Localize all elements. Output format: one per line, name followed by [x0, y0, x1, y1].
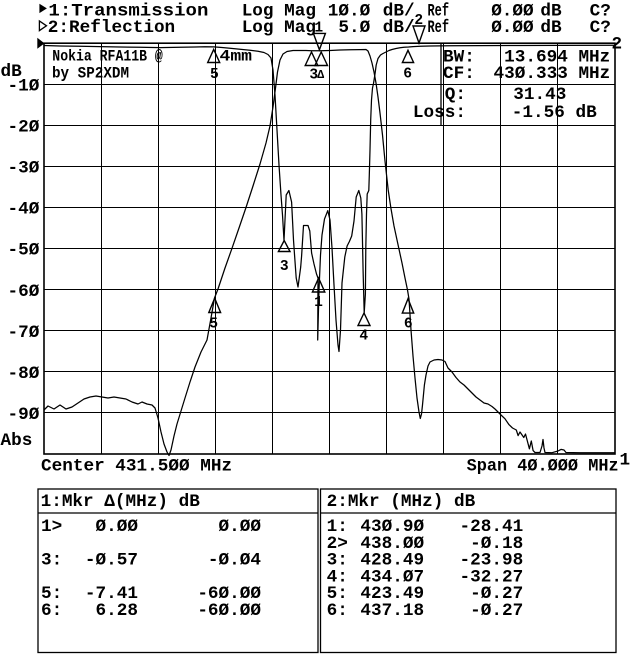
svg-text:Ø.ØØ: Ø.ØØ [491, 18, 534, 38]
svg-text:43Ø.9Ø: 43Ø.9Ø [360, 517, 424, 537]
svg-text:Span 4Ø.ØØØ MHz: Span 4Ø.ØØØ MHz [467, 456, 619, 476]
svg-text:-23.98: -23.98 [460, 551, 524, 571]
svg-text:dB: dB [1, 62, 23, 82]
svg-text:CF:: CF: [443, 64, 475, 84]
svg-text:3: 3 [280, 259, 289, 275]
svg-text:Ø.ØØ: Ø.ØØ [491, 2, 534, 22]
svg-text:dB: dB [540, 2, 562, 22]
svg-text:BW:: BW: [443, 48, 475, 68]
svg-text:-Ø.27: -Ø.27 [470, 584, 523, 604]
svg-text:Ref: Ref [428, 2, 450, 22]
svg-text:-Ø.57: -Ø.57 [85, 551, 138, 571]
svg-text:Center 431.5ØØ MHz: Center 431.5ØØ MHz [41, 456, 232, 476]
svg-text:13.694 MHz: 13.694 MHz [504, 48, 610, 68]
svg-text:1: 1 [314, 295, 323, 311]
svg-text:43Ø.333 MHz: 43Ø.333 MHz [494, 64, 611, 84]
svg-text:-7.41: -7.41 [85, 584, 138, 604]
svg-text:428.49: 428.49 [360, 551, 424, 571]
svg-text:Log Mag: Log Mag [242, 18, 316, 38]
svg-text:dB/: dB/ [383, 2, 415, 22]
svg-text:2: 2 [414, 13, 423, 29]
svg-text:Log Mag: Log Mag [242, 2, 316, 22]
svg-text:Ø.ØØ: Ø.ØØ [96, 517, 139, 537]
svg-text:dB/: dB/ [383, 18, 415, 38]
svg-text:C?: C? [590, 18, 611, 38]
svg-text:-28.41: -28.41 [460, 517, 524, 537]
svg-text:dB: dB [540, 18, 562, 38]
svg-text:Abs: Abs [1, 431, 33, 451]
svg-text:6.28: 6.28 [96, 601, 138, 621]
svg-text:Loss:: Loss: [413, 103, 466, 123]
svg-text:-9Ø: -9Ø [8, 405, 40, 425]
svg-text:434.Ø7: 434.Ø7 [360, 567, 424, 587]
svg-text:-32.27: -32.27 [460, 567, 524, 587]
svg-text:5:: 5: [41, 584, 62, 604]
svg-text:-1.56 dB: -1.56 dB [512, 103, 597, 123]
svg-text:1: 1 [620, 451, 631, 471]
svg-text:3: 3 [309, 67, 318, 83]
svg-text:-6Ø: -6Ø [8, 282, 40, 302]
svg-text:4:: 4: [327, 567, 348, 587]
svg-text:2:Reflection: 2:Reflection [48, 18, 175, 38]
svg-text:2: 2 [612, 35, 623, 55]
svg-text:2:Mkr (MHz) dB: 2:Mkr (MHz) dB [327, 492, 476, 512]
svg-text:6: 6 [403, 67, 412, 83]
svg-text:-Ø.18: -Ø.18 [470, 534, 523, 554]
svg-text:Δ: Δ [317, 69, 324, 82]
svg-text:4: 4 [359, 328, 368, 344]
svg-text:by SP2XDM: by SP2XDM [52, 65, 129, 83]
svg-text:-4Ø: -4Ø [8, 200, 40, 220]
svg-text:423.49: 423.49 [360, 584, 424, 604]
svg-text:1>: 1> [41, 517, 62, 537]
svg-text:-Ø.Ø4: -Ø.Ø4 [208, 551, 261, 571]
svg-text:-Ø.27: -Ø.27 [470, 601, 523, 621]
svg-text:5.Ø: 5.Ø [338, 18, 370, 38]
svg-text:438.ØØ: 438.ØØ [360, 534, 424, 554]
svg-text:-5Ø: -5Ø [8, 241, 40, 261]
svg-text:6:: 6: [41, 601, 62, 621]
svg-text:Ref: Ref [428, 18, 450, 38]
svg-text:Nokia RFA11B @: Nokia RFA11B @ [52, 48, 163, 66]
svg-text:5: 5 [209, 316, 218, 332]
svg-text:C?: C? [590, 2, 611, 22]
svg-text:Q:: Q: [445, 85, 466, 105]
svg-text:5:: 5: [327, 584, 348, 604]
svg-text:6:: 6: [327, 601, 348, 621]
svg-text:-6Ø.ØØ: -6Ø.ØØ [197, 584, 261, 604]
svg-text:3:: 3: [327, 551, 348, 571]
svg-text:1:: 1: [327, 517, 348, 537]
svg-text:-7Ø: -7Ø [8, 323, 40, 343]
svg-text:4mm: 4mm [220, 48, 253, 66]
svg-text:1:Transmission: 1:Transmission [48, 2, 208, 22]
svg-text:1: 1 [314, 21, 323, 37]
svg-text:31.43: 31.43 [513, 85, 566, 105]
svg-text:437.18: 437.18 [360, 601, 424, 621]
svg-text:5: 5 [210, 67, 219, 83]
svg-text:3:: 3: [41, 551, 62, 571]
svg-text:Ø.ØØ: Ø.ØØ [219, 517, 262, 537]
svg-text:1Ø.Ø: 1Ø.Ø [328, 2, 371, 22]
svg-text:6: 6 [404, 317, 413, 333]
svg-text:-2Ø: -2Ø [8, 118, 40, 138]
svg-text:-8Ø: -8Ø [8, 364, 40, 384]
svg-text:1:Mkr Δ(MHz) dB: 1:Mkr Δ(MHz) dB [41, 492, 201, 512]
svg-text:-1Ø: -1Ø [8, 76, 40, 96]
svg-text:-3Ø: -3Ø [8, 159, 40, 179]
svg-text:-6Ø.ØØ: -6Ø.ØØ [197, 601, 261, 621]
svg-text:2>: 2> [327, 534, 348, 554]
